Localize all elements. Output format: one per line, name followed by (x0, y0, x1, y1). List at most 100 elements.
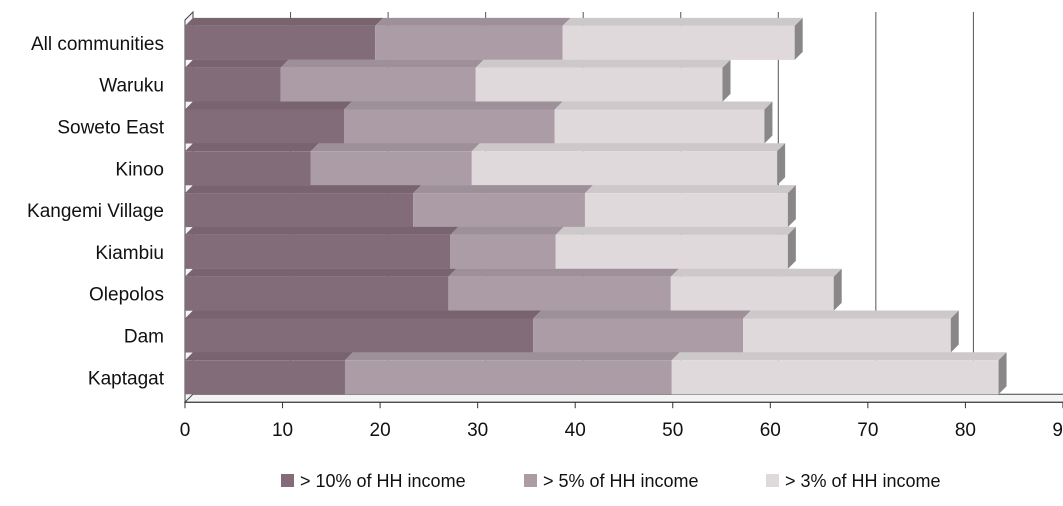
bar-front-face (562, 25, 795, 60)
bar-front-face (310, 151, 472, 186)
bar-front-face (185, 193, 414, 228)
bar-side-face (998, 352, 1007, 395)
x-tick-label: 80 (955, 420, 976, 441)
x-tick-labels: 0 10 20 30 40 50 60 70 80 90 (180, 420, 1063, 441)
bar-side-face (787, 226, 796, 269)
bar-top-face (310, 143, 480, 152)
bar-segment (533, 310, 751, 353)
bar-front-face (344, 109, 555, 144)
bar-top-face (280, 59, 484, 68)
category-label: Soweto East (57, 118, 164, 139)
bar-side-face (722, 59, 731, 102)
bar-segment (670, 268, 842, 311)
legend-item: > 3% of HH income (766, 471, 941, 491)
bar-front-face (475, 67, 723, 102)
bar-segment (344, 101, 563, 144)
legend-item: > 10% of HH income (281, 471, 466, 491)
bar-side-face (777, 143, 786, 186)
bar-front-face (533, 318, 743, 353)
bar-top-face (670, 268, 842, 277)
bar-segment (375, 17, 571, 60)
bar-segment (671, 352, 1007, 395)
category-label: Kiambiu (95, 243, 164, 264)
bar-front-face (471, 151, 778, 186)
bar-front-face (185, 318, 534, 353)
bar-top-face (344, 352, 680, 361)
bar-segment (310, 143, 480, 186)
category-label: All communities (31, 34, 164, 55)
x-tick-label: 30 (467, 420, 488, 441)
floor (183, 393, 1063, 403)
bar-side-face (787, 185, 796, 228)
legend-swatch (524, 474, 537, 487)
bar-segment (280, 59, 484, 102)
bar-top-face (533, 310, 751, 319)
bar-segment (450, 226, 564, 269)
bar-front-face (185, 151, 311, 186)
bar-segment (185, 226, 459, 269)
category-label: Dam (124, 327, 164, 348)
category-label: Olepolos (89, 285, 164, 306)
bar-top-face (185, 17, 384, 26)
bar-front-face (280, 67, 476, 102)
bar-front-face (185, 67, 281, 102)
bar-segment (413, 185, 593, 228)
bar-side-face (950, 310, 959, 353)
bars (185, 17, 1007, 395)
bar-top-face (344, 101, 563, 110)
bar-top-face (185, 352, 353, 361)
bar-top-face (475, 59, 731, 68)
bar-segment (185, 101, 353, 144)
bar-front-face (344, 360, 672, 395)
category-label: Kangemi Village (27, 201, 164, 222)
bar-front-face (584, 193, 788, 228)
legend-item: > 5% of HH income (524, 471, 699, 491)
bar-top-face (413, 185, 593, 194)
legend-label: > 3% of HH income (785, 471, 941, 491)
bar-side-face (764, 101, 773, 144)
bar-segment (471, 143, 786, 186)
bar-top-face (554, 101, 773, 110)
legend-label: > 10% of HH income (300, 471, 466, 491)
bar-top-face (185, 59, 289, 68)
legend-swatch (766, 474, 779, 487)
bar-top-face (185, 226, 459, 235)
bar-top-face (185, 268, 457, 277)
bar-top-face (671, 352, 1007, 361)
bar-top-face (562, 17, 803, 26)
legend-label: > 5% of HH income (543, 471, 699, 491)
bar-top-face (448, 268, 679, 277)
bar-segment (475, 59, 731, 102)
bar-segment (562, 17, 803, 60)
axes (184, 401, 1063, 409)
x-tick-label: 10 (272, 420, 293, 441)
bar-segment (555, 226, 796, 269)
bar-front-face (413, 193, 585, 228)
bar-segment (185, 17, 384, 60)
bar-front-face (448, 276, 671, 311)
bar-segment (344, 352, 680, 395)
bar-segment (185, 185, 422, 228)
x-tick-label: 50 (662, 420, 683, 441)
bar-front-face (670, 276, 834, 311)
bar-front-face (555, 234, 788, 269)
bar-top-face (185, 185, 422, 194)
legend-swatch (281, 474, 294, 487)
category-label: Kinoo (115, 159, 164, 180)
bar-front-face (742, 318, 951, 353)
bar-side-face (794, 17, 803, 60)
bar-segment (185, 352, 353, 395)
category-labels: All communities Waruku Soweto East Kinoo Kan… (27, 34, 165, 389)
bar-front-face (185, 360, 345, 395)
bar-top-face (375, 17, 571, 26)
bar-front-face (450, 234, 556, 269)
bar-segment (554, 101, 773, 144)
x-tick-label: 40 (565, 420, 586, 441)
category-label: Kaptagat (88, 368, 165, 389)
bar-segment (742, 310, 959, 353)
bar-segment (448, 268, 679, 311)
bar-top-face (185, 143, 319, 152)
category-label: Waruku (99, 76, 164, 97)
